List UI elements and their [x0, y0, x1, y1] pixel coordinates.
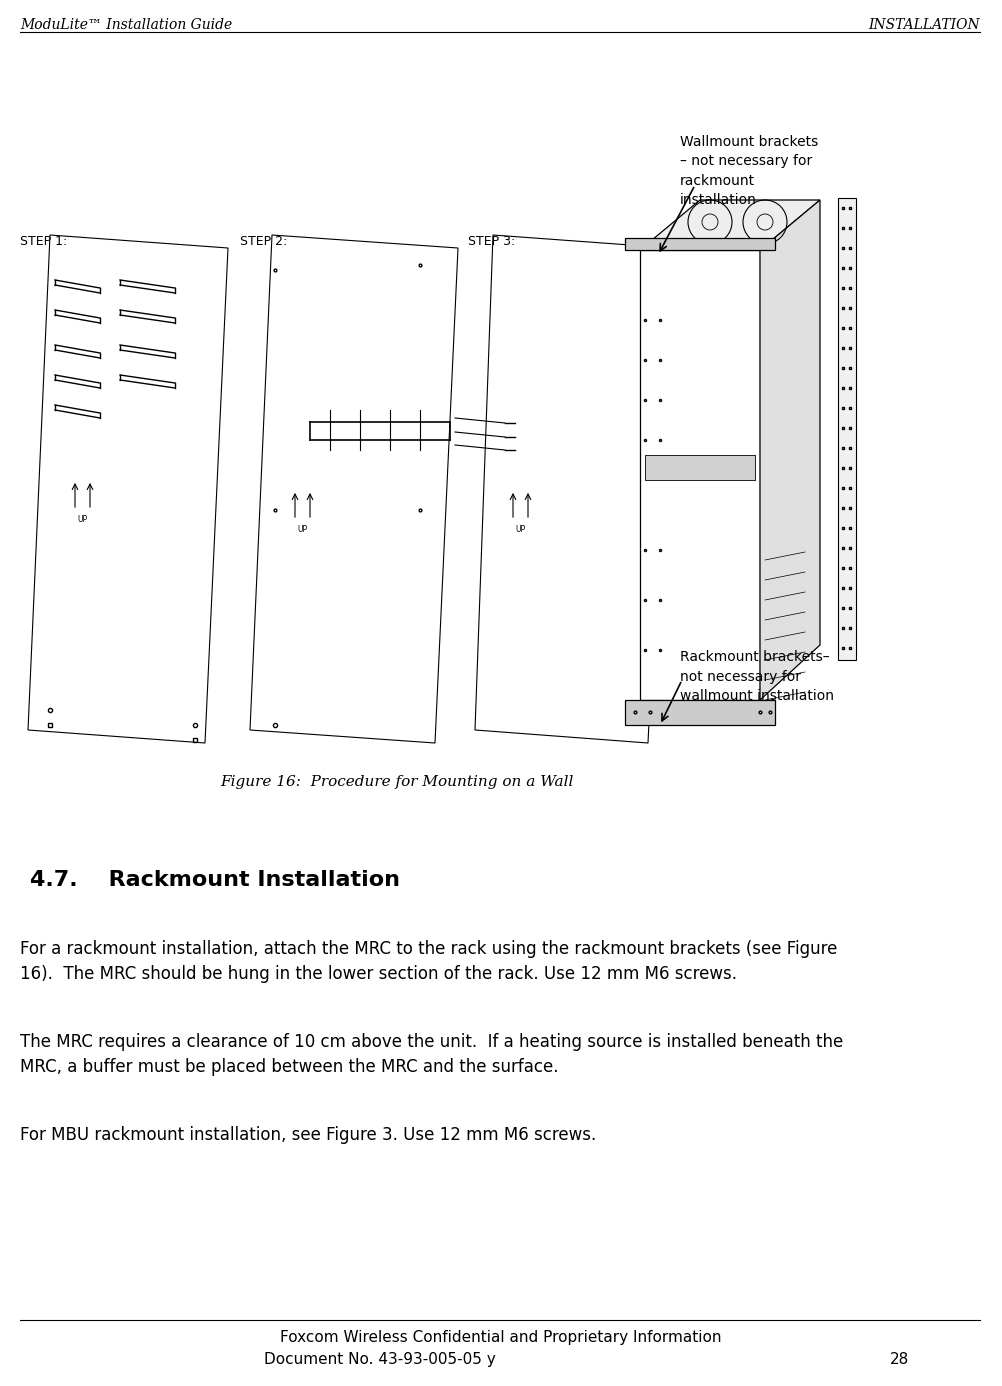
Polygon shape	[625, 700, 775, 725]
Polygon shape	[625, 238, 775, 249]
Polygon shape	[640, 249, 760, 700]
Text: Wallmount brackets
– not necessary for
rackmount
installation: Wallmount brackets – not necessary for r…	[680, 134, 819, 208]
Text: Foxcom Wireless Confidential and Proprietary Information: Foxcom Wireless Confidential and Proprie…	[281, 1331, 721, 1344]
Polygon shape	[250, 236, 458, 743]
Text: STEP 1:: STEP 1:	[20, 236, 67, 248]
Text: INSTALLATION: INSTALLATION	[869, 18, 980, 32]
Text: The MRC requires a clearance of 10 cm above the unit.  If a heating source is in: The MRC requires a clearance of 10 cm ab…	[20, 1033, 844, 1076]
Text: ModuLite™ Installation Guide: ModuLite™ Installation Guide	[20, 18, 232, 32]
Text: STEP 2:: STEP 2:	[240, 236, 288, 248]
Text: Figure 16:  Procedure for Mounting on a Wall: Figure 16: Procedure for Mounting on a W…	[220, 775, 573, 789]
Text: Rackmount brackets–
not necessary for
wallmount installation: Rackmount brackets– not necessary for wa…	[680, 650, 834, 703]
Text: 28: 28	[891, 1351, 910, 1367]
Text: For a rackmount installation, attach the MRC to the rack using the rackmount bra: For a rackmount installation, attach the…	[20, 940, 838, 983]
Bar	[645, 455, 755, 480]
Text: For MBU rackmount installation, see Figure 3. Use 12 mm M6 screws.: For MBU rackmount installation, see Figu…	[20, 1125, 596, 1143]
Polygon shape	[475, 236, 671, 743]
Polygon shape	[760, 200, 820, 700]
Polygon shape	[640, 200, 820, 249]
Text: UP: UP	[515, 525, 525, 534]
Text: UP: UP	[77, 516, 87, 524]
Text: Document No. 43-93-005-05 y: Document No. 43-93-005-05 y	[265, 1351, 496, 1367]
Text: UP: UP	[297, 525, 307, 534]
Polygon shape	[838, 198, 856, 660]
Text: STEP 3:: STEP 3:	[468, 236, 515, 248]
Polygon shape	[28, 236, 228, 743]
Text: 4.7.    Rackmount Installation: 4.7. Rackmount Installation	[30, 870, 400, 890]
